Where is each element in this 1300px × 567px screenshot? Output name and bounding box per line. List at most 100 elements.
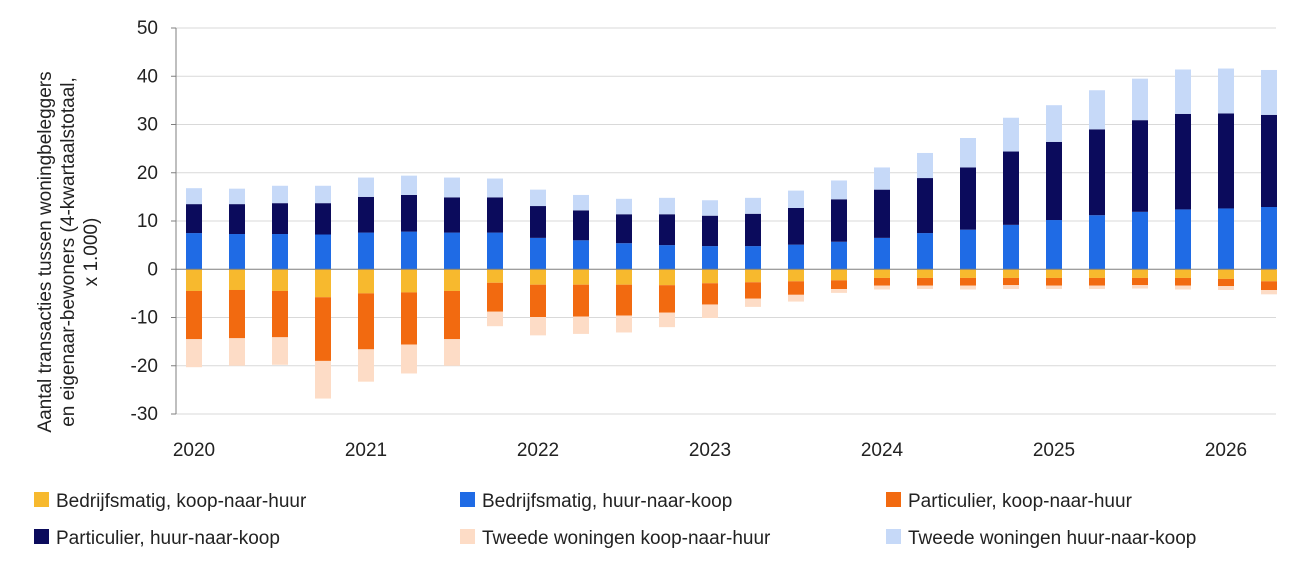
bar-segment — [1132, 285, 1148, 289]
bar-segment — [229, 234, 245, 270]
bar-segment — [874, 189, 890, 238]
bar-segment — [702, 246, 718, 270]
legend-label: Bedrijfsmatig, huur-naar-koop — [482, 491, 732, 512]
bar-segment — [1218, 269, 1234, 279]
bar-segment — [874, 167, 890, 190]
bar-segment — [1003, 224, 1019, 270]
bar-segment — [186, 188, 202, 205]
bar-segment — [831, 180, 847, 200]
x-tick-label: 2023 — [689, 440, 731, 461]
bar-segment — [917, 277, 933, 286]
bar-segment — [1046, 277, 1062, 286]
bar-segment — [1218, 278, 1234, 287]
bar-segment — [1089, 269, 1105, 278]
legend-label: Tweede woningen huur-naar-koop — [908, 528, 1196, 549]
y-tick-label: 50 — [137, 18, 158, 39]
x-tick-label: 2024 — [861, 440, 904, 461]
bar-segment — [702, 215, 718, 247]
bar-segment — [1175, 69, 1191, 114]
bar-segment — [788, 269, 804, 282]
bar-segment — [186, 204, 202, 234]
bar-segment — [401, 175, 417, 195]
x-tick-label: 2022 — [517, 440, 559, 461]
bar-segment — [917, 285, 933, 290]
bar-segment — [401, 194, 417, 232]
bar-segment — [702, 283, 718, 305]
bar-segment — [186, 233, 202, 270]
bar-segment — [1261, 114, 1277, 208]
bar-segment — [272, 337, 288, 365]
gridlines — [176, 27, 1276, 415]
bar-segment — [659, 214, 675, 246]
bar-segment — [1218, 113, 1234, 209]
bar-segment — [1132, 211, 1148, 270]
bar-segment — [960, 269, 976, 278]
bar-segment — [1175, 113, 1191, 210]
bar-segment — [659, 269, 675, 286]
legend-label: Particulier, koop-naar-huur — [908, 491, 1133, 512]
bar-segment — [702, 200, 718, 216]
legend-swatch — [460, 529, 475, 544]
legend-item: Particulier, huur-naar-koop — [34, 528, 280, 549]
y-tick-label: 30 — [137, 115, 158, 136]
bar-segment — [1132, 269, 1148, 278]
x-tick-label: 2025 — [1033, 440, 1075, 461]
bar-segment — [1261, 289, 1277, 295]
bar-segment — [745, 269, 761, 283]
legend-swatch — [34, 529, 49, 544]
bar-segment — [229, 188, 245, 205]
bar-segment — [874, 237, 890, 270]
bar-segment — [573, 210, 589, 241]
bar-segment — [1003, 277, 1019, 286]
bar-segment — [1261, 69, 1277, 115]
bar-segment — [573, 316, 589, 334]
bar-segment — [917, 269, 933, 278]
bar-segment — [831, 269, 847, 281]
y-axis-title-line: x 1.000) — [81, 218, 102, 287]
legend: Bedrijfsmatig, koop-naar-huur Bedrijfsmat… — [34, 491, 1196, 549]
legend-item: Particulier, koop-naar-huur — [886, 491, 1133, 512]
bar-segment — [788, 207, 804, 245]
bar-segment — [1261, 281, 1277, 290]
bar-segment — [530, 237, 546, 270]
bar-segment — [444, 177, 460, 198]
bar-segment — [917, 233, 933, 270]
x-tick-label: 2026 — [1205, 440, 1247, 461]
y-tick-label: 0 — [147, 259, 158, 280]
bar-segment — [616, 198, 632, 215]
y-tick-label: 20 — [137, 163, 158, 184]
bar-segment — [530, 284, 546, 318]
y-tick-label: -20 — [131, 356, 158, 377]
legend-swatch — [886, 529, 901, 544]
bar-segment — [229, 204, 245, 235]
bar-segment — [745, 282, 761, 299]
bar-segment — [530, 189, 546, 207]
bar-segment — [1089, 285, 1105, 290]
bar-segment — [573, 284, 589, 317]
bar-segment — [358, 349, 374, 382]
bar-segment — [358, 196, 374, 233]
bar-segment — [1261, 207, 1277, 270]
bar-segment — [960, 277, 976, 286]
bar-segment — [1218, 208, 1234, 270]
bar-segment — [444, 339, 460, 366]
bar-segment — [186, 339, 202, 368]
bar-segment — [1175, 209, 1191, 270]
axes — [171, 27, 1276, 415]
legend-item: Tweede woningen huur-naar-koop — [886, 528, 1196, 549]
bar-segment — [1046, 285, 1062, 290]
bar-segment — [573, 240, 589, 270]
bar-segment — [186, 269, 202, 291]
y-tick-label: 10 — [137, 211, 158, 232]
bar-segment — [788, 244, 804, 270]
bar-segment — [272, 234, 288, 270]
bar-segment — [745, 298, 761, 307]
bar-segment — [272, 185, 288, 204]
bar-segment — [272, 203, 288, 235]
bar-segment — [401, 344, 417, 374]
bar-segment — [530, 269, 546, 285]
bar-segment — [659, 312, 675, 328]
legend-swatch — [34, 492, 49, 507]
bar-segment — [874, 269, 890, 278]
